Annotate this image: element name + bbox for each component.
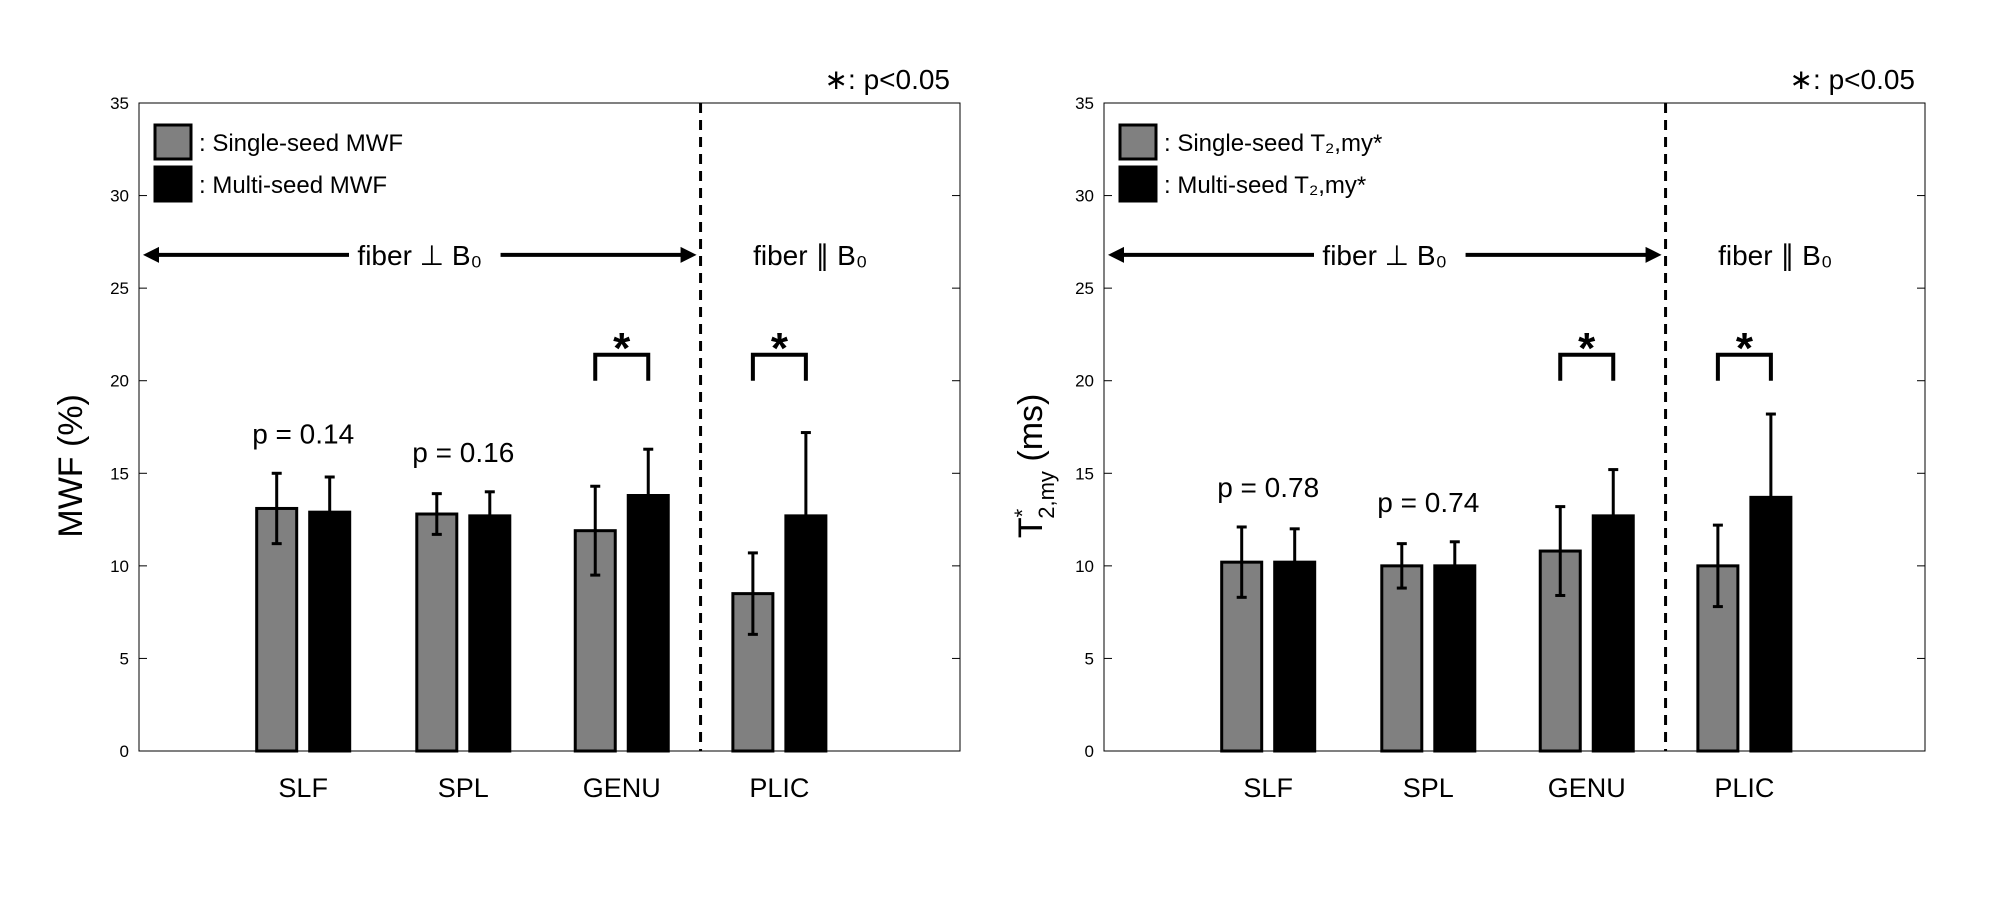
y-tick-label: 10	[1075, 557, 1094, 576]
legend-swatch-multi	[1118, 165, 1158, 203]
x-tick-label-slf: SLF	[1243, 773, 1293, 803]
arrow-head-left-icon	[1108, 246, 1124, 263]
p-value-spl: p = 0.74	[1377, 487, 1479, 518]
legend-label-multi: : Multi-seed MWF	[199, 172, 387, 199]
region-label-parallel: fiber ∥ B₀	[753, 240, 867, 271]
legend-label-single: : Single-seed T₂,my*	[1164, 130, 1382, 157]
y-axis-label-main: MWF (%)	[52, 394, 90, 538]
bar-single-spl	[415, 512, 459, 753]
y-tick-label: 15	[110, 464, 129, 483]
arrow-head-left-icon	[143, 246, 159, 263]
y-axis-label-sup: *	[1010, 508, 1035, 517]
y-tick-label: 30	[1075, 187, 1094, 206]
axes-box	[138, 102, 961, 752]
bar-multi-spl	[468, 514, 512, 753]
y-tick-label: 5	[1085, 649, 1094, 668]
legend-swatch-multi	[153, 165, 193, 203]
p-value-slf: p = 0.14	[252, 418, 354, 449]
region-label-perpendicular: fiber ⊥ B₀	[1322, 240, 1447, 271]
x-tick-label-slf: SLF	[278, 773, 328, 803]
y-tick-label: 25	[110, 279, 129, 298]
significance-note: ∗: p<0.05	[1790, 64, 1915, 95]
y-tick-label: 35	[1075, 94, 1094, 113]
y-tick-label: 0	[1085, 742, 1094, 761]
y-tick-label: 0	[120, 742, 129, 761]
significance-bracket-plic	[750, 352, 808, 381]
y-tick-label: 20	[1075, 372, 1094, 391]
legend-label-multi: : Multi-seed T₂,my*	[1164, 172, 1366, 199]
legend-swatch-single	[1118, 123, 1158, 161]
significance-bracket-genu	[593, 352, 651, 381]
x-tick-label-plic: PLIC	[1714, 773, 1774, 803]
y-axis-label-main: T	[1012, 517, 1050, 538]
y-tick-label: 35	[110, 94, 129, 113]
y-tick-label: 5	[120, 649, 129, 668]
legend-label-single: : Single-seed MWF	[199, 130, 403, 157]
bar-multi-slf	[308, 510, 352, 753]
y-axis-label-unit: (ms)	[1012, 394, 1050, 471]
y-axis-label: MWF (%)	[52, 394, 90, 538]
significance-bracket-genu	[1558, 352, 1616, 381]
axes-box	[1103, 102, 1926, 752]
p-value-spl: p = 0.16	[412, 437, 514, 468]
legend-swatch-single	[153, 123, 193, 161]
arrow-head-right-icon	[680, 246, 697, 263]
region-label-parallel: fiber ∥ B₀	[1718, 240, 1832, 271]
x-tick-label-genu: GENU	[583, 773, 661, 803]
y-tick-label: 10	[110, 557, 129, 576]
chart-mwf: 0 5 10 15 20 25 30 35 MWF (%) SLF SPL GENU PLIC p = 0…	[52, 64, 961, 803]
p-value-slf: p = 0.78	[1217, 472, 1319, 503]
y-tick-label: 15	[1075, 464, 1094, 483]
significance-star-genu: *	[613, 324, 631, 373]
significance-bracket-plic	[1715, 352, 1773, 381]
x-tick-label-genu: GENU	[1548, 773, 1626, 803]
significance-star-genu: *	[1578, 324, 1596, 373]
significance-star-plic: *	[771, 324, 789, 373]
y-axis-label-sub: 2,my	[1034, 471, 1059, 519]
y-axis-label: T*2,my (ms)	[1010, 394, 1059, 538]
bar-multi-spl	[1433, 564, 1477, 753]
y-tick-label: 30	[110, 187, 129, 206]
significance-star-plic: *	[1736, 324, 1754, 373]
arrow-head-right-icon	[1645, 246, 1662, 263]
y-tick-label: 25	[1075, 279, 1094, 298]
significance-note: ∗: p<0.05	[825, 64, 950, 95]
x-tick-label-plic: PLIC	[749, 773, 809, 803]
y-tick-label: 20	[110, 372, 129, 391]
bar-single-spl	[1380, 564, 1424, 753]
x-tick-label-spl: SPL	[438, 773, 489, 803]
x-tick-label-spl: SPL	[1403, 773, 1454, 803]
region-label-perpendicular: fiber ⊥ B₀	[357, 240, 482, 271]
